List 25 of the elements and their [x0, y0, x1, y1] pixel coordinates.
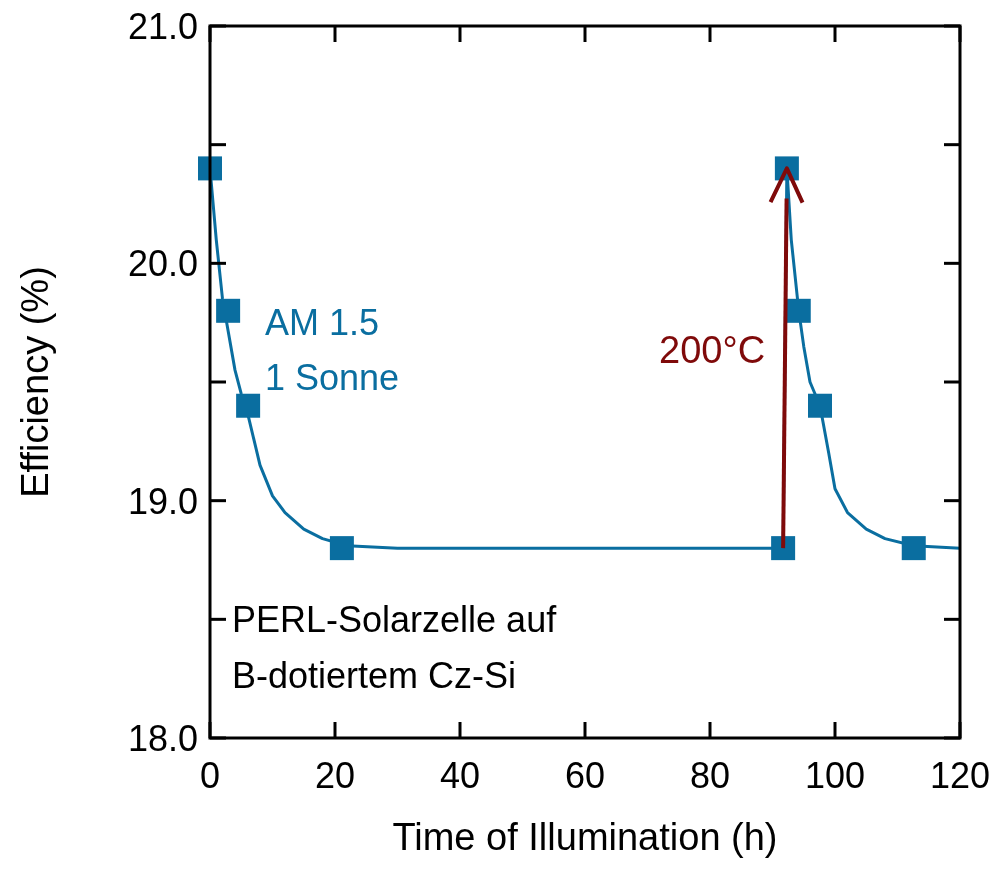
annotation: 1 Sonne	[265, 357, 400, 398]
annotation: PERL-Solarzelle auf	[232, 599, 558, 640]
y-tick-label: 18.0	[127, 718, 198, 759]
x-axis-title: Time of Illumination (h)	[392, 816, 778, 858]
point	[786, 298, 811, 323]
y-tick-label: 19.0	[127, 480, 198, 522]
y-tick-label: 20.0	[127, 243, 198, 285]
point	[216, 298, 241, 323]
annotation: B-dotiertem Cz-Si	[232, 655, 517, 696]
x-tick-label: 20	[314, 755, 356, 796]
annotation: AM 1.5	[265, 302, 380, 343]
y-axis-title: Efficiency (%)	[14, 266, 56, 498]
x-tick-label: 120	[929, 755, 991, 796]
point	[236, 393, 261, 418]
point	[329, 536, 354, 561]
point	[901, 536, 926, 561]
x-tick-label: 60	[564, 755, 606, 796]
x-tick-label: 0	[199, 755, 221, 796]
annotation: 200°C	[659, 329, 766, 371]
point	[808, 393, 832, 418]
x-tick-label: 100	[804, 755, 866, 796]
x-tick-label: 40	[439, 755, 481, 796]
x-tick-label: 80	[689, 755, 731, 796]
y-tick-label: 21.0	[127, 6, 198, 47]
point	[771, 536, 796, 561]
